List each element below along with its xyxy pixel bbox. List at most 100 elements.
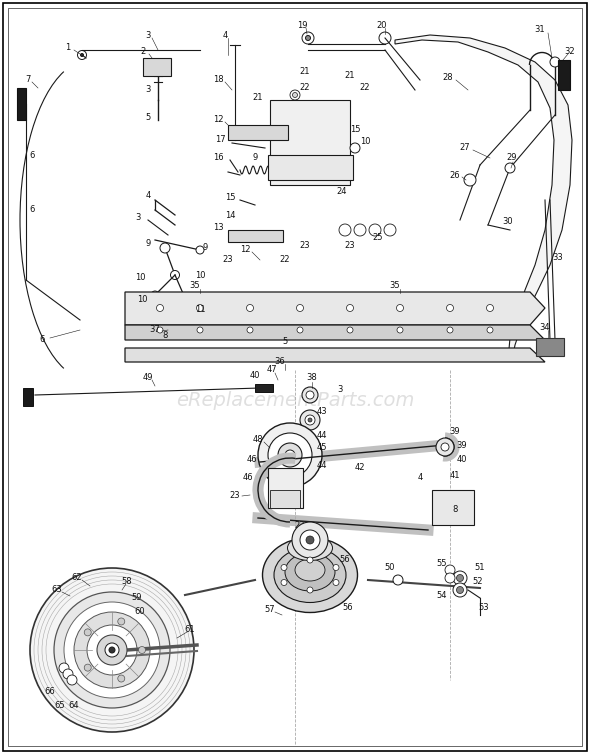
Circle shape (196, 305, 204, 311)
Circle shape (247, 305, 254, 311)
Text: 44: 44 (317, 461, 327, 470)
Circle shape (197, 327, 203, 333)
Circle shape (453, 571, 467, 585)
Circle shape (445, 565, 455, 575)
Text: 14: 14 (225, 210, 235, 219)
Circle shape (447, 305, 454, 311)
Text: 15: 15 (350, 125, 360, 134)
Circle shape (333, 580, 339, 586)
Text: 38: 38 (307, 373, 317, 382)
Text: 10: 10 (137, 296, 148, 305)
Circle shape (305, 415, 315, 425)
Text: 16: 16 (212, 154, 223, 163)
Circle shape (307, 160, 313, 164)
Circle shape (550, 57, 560, 67)
Circle shape (441, 443, 449, 451)
Circle shape (306, 35, 310, 41)
Circle shape (305, 157, 315, 167)
Text: 36: 36 (274, 357, 286, 366)
Circle shape (293, 93, 297, 97)
Bar (143, 58, 171, 76)
Text: 45: 45 (317, 443, 327, 452)
Text: 32: 32 (565, 48, 575, 57)
Text: 62: 62 (72, 574, 83, 583)
Circle shape (139, 646, 146, 654)
Polygon shape (125, 292, 545, 325)
Text: 23: 23 (222, 256, 233, 265)
Circle shape (97, 635, 127, 665)
Circle shape (297, 327, 303, 333)
Bar (432, 490, 474, 525)
Text: 55: 55 (437, 559, 447, 568)
Circle shape (80, 54, 84, 57)
Bar (228, 125, 288, 140)
Text: 21: 21 (300, 68, 310, 76)
Text: 43: 43 (317, 407, 327, 416)
Circle shape (84, 629, 91, 636)
Bar (268, 155, 353, 180)
Text: 40: 40 (457, 455, 467, 464)
Text: 59: 59 (132, 593, 142, 602)
Text: 61: 61 (185, 626, 195, 635)
Text: 31: 31 (535, 26, 545, 35)
Circle shape (84, 664, 91, 671)
Text: 39: 39 (450, 428, 460, 437)
Text: 23: 23 (314, 538, 325, 547)
Ellipse shape (285, 553, 335, 591)
Circle shape (308, 418, 312, 422)
Text: 53: 53 (478, 603, 489, 612)
Circle shape (59, 663, 69, 673)
Text: 23: 23 (300, 241, 310, 250)
Circle shape (453, 583, 467, 597)
Text: 13: 13 (212, 223, 223, 232)
Bar (558, 60, 570, 90)
Text: 23: 23 (345, 241, 355, 250)
Text: 56: 56 (340, 556, 350, 565)
Circle shape (160, 243, 170, 253)
Text: 5: 5 (145, 114, 150, 122)
Text: 6: 6 (40, 336, 45, 345)
Circle shape (157, 327, 163, 333)
Text: 49: 49 (143, 373, 153, 382)
Circle shape (464, 174, 476, 186)
Text: 24: 24 (337, 188, 348, 197)
Circle shape (347, 327, 353, 333)
Circle shape (290, 90, 300, 100)
Circle shape (384, 224, 396, 236)
Text: 52: 52 (473, 578, 483, 587)
Circle shape (487, 327, 493, 333)
Bar (17, 88, 26, 120)
Text: 4: 4 (417, 474, 422, 483)
Text: 25: 25 (373, 234, 384, 243)
Circle shape (293, 118, 297, 122)
Text: 9: 9 (253, 154, 258, 163)
Text: 46: 46 (247, 455, 257, 464)
Text: 35: 35 (389, 281, 400, 290)
Polygon shape (125, 325, 545, 340)
Circle shape (285, 450, 295, 460)
Text: 3: 3 (135, 213, 140, 222)
Polygon shape (395, 35, 572, 360)
Text: 7: 7 (25, 75, 31, 84)
Text: 1: 1 (65, 44, 71, 53)
Text: 3: 3 (145, 85, 150, 94)
Text: 23: 23 (230, 491, 240, 499)
Circle shape (306, 536, 314, 544)
Text: 56: 56 (343, 603, 353, 612)
Circle shape (354, 224, 366, 236)
Bar (268, 468, 303, 508)
Text: 11: 11 (195, 305, 205, 314)
Text: 21: 21 (345, 71, 355, 79)
Circle shape (306, 391, 314, 399)
Circle shape (305, 445, 315, 455)
Text: 35: 35 (190, 281, 201, 290)
Circle shape (290, 143, 300, 153)
Text: 57: 57 (265, 605, 276, 615)
Circle shape (151, 291, 159, 299)
Circle shape (181, 294, 189, 302)
Circle shape (281, 580, 287, 586)
Circle shape (196, 246, 204, 254)
Circle shape (447, 327, 453, 333)
Circle shape (105, 643, 119, 657)
Text: 4: 4 (145, 192, 150, 201)
